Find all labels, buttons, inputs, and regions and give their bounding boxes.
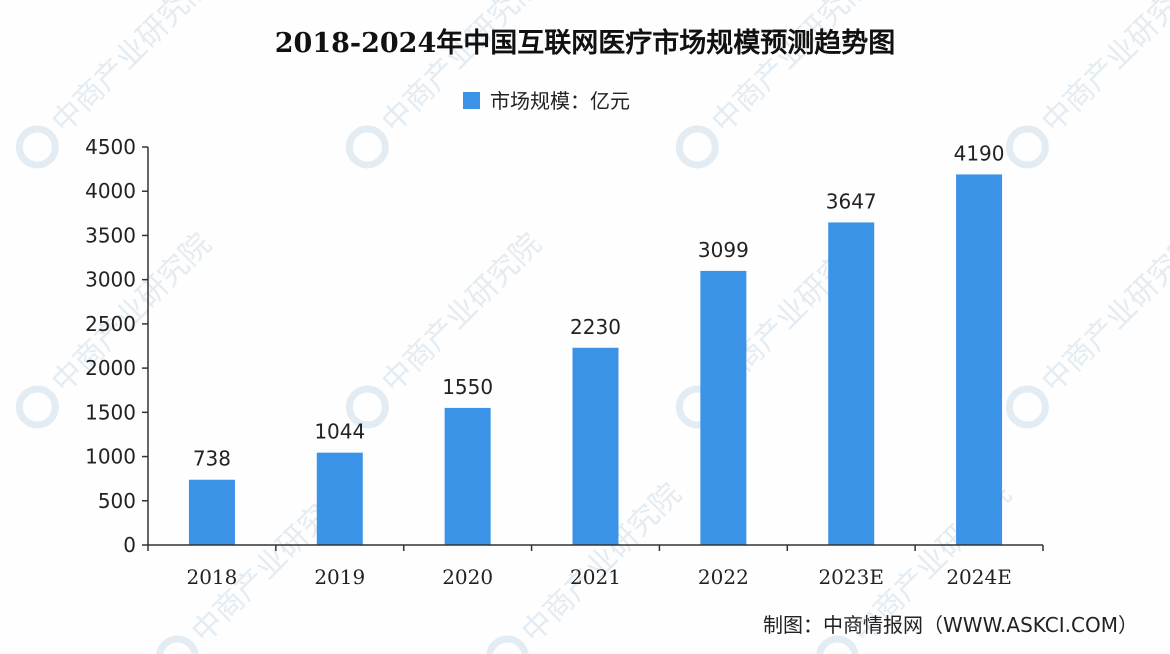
source-note: 制图：中商情报网（WWW.ASKCI.COM）: [763, 613, 1138, 637]
watermark-text: 中商产业研究院: [1035, 0, 1170, 140]
data-label-2019: 1044: [314, 420, 365, 444]
watermark: 中商产业研究院: [675, 0, 878, 169]
y-tick-label: 4000: [85, 179, 136, 203]
data-label-2021: 2230: [570, 315, 621, 339]
x-tick-label-2020: 2020: [442, 565, 493, 589]
bars: 738 1044 1550 2230 3099 3647 4190: [188, 141, 1005, 545]
x-tick-label-2018: 2018: [186, 565, 237, 589]
x-tick-label-2024E: 2024E: [946, 565, 1012, 589]
bar-2020: [444, 407, 491, 545]
x-tick-label-2023E: 2023E: [818, 565, 884, 589]
x-tick-label-2022: 2022: [698, 565, 749, 589]
bar-2018: [188, 479, 235, 545]
watermark-text: 中商产业研究院: [375, 0, 548, 140]
y-tick-label: 500: [98, 489, 136, 513]
watermark-text: 中商产业研究院: [45, 0, 218, 140]
data-label-2022: 3099: [698, 238, 749, 262]
watermark: 中商产业研究院: [1005, 0, 1170, 169]
y-axis: 0 500 1000 1500 2000 2500 3000 3500 4000 4500: [85, 135, 149, 557]
legend-swatch: [463, 92, 480, 109]
x-axis: 2018 2019 2020 2021 2022 2023E 2024E: [147, 544, 1044, 589]
data-label-2023E: 3647: [826, 189, 877, 213]
y-tick-label: 2500: [85, 312, 136, 336]
bar-2021: [572, 347, 619, 545]
y-tick-label: 2000: [85, 356, 136, 380]
data-label-2018: 738: [193, 447, 231, 471]
watermark: 中商产业研究院: [345, 227, 548, 429]
bar-2024E: [956, 174, 1003, 545]
watermark-text: 中商产业研究院: [705, 0, 878, 140]
watermark-text: 中商产业研究院: [1035, 227, 1170, 400]
bar-2022: [700, 270, 747, 545]
y-tick-label: 3500: [85, 223, 136, 247]
watermark: 中商产业研究院: [345, 0, 548, 169]
x-tick-label-2021: 2021: [570, 565, 621, 589]
bar-2023E: [828, 222, 875, 545]
data-label-2020: 1550: [442, 375, 493, 399]
legend-label: 市场规模：亿元: [490, 89, 630, 113]
y-tick-label: 1500: [85, 400, 136, 424]
bar-2019: [316, 452, 363, 545]
y-tick-label: 4500: [85, 135, 136, 159]
watermark: 中商产业研究院: [1005, 227, 1170, 429]
y-tick-label: 0: [123, 533, 136, 557]
y-tick-label: 1000: [85, 445, 136, 469]
x-tick-label-2019: 2019: [314, 565, 365, 589]
chart-title: 2018-2024年中国互联网医疗市场规模预测趋势图: [275, 27, 896, 59]
watermark-text: 中商产业研究院: [375, 227, 548, 400]
data-label-2024E: 4190: [954, 141, 1005, 165]
legend: 市场规模：亿元: [463, 89, 630, 113]
y-tick-label: 3000: [85, 268, 136, 292]
